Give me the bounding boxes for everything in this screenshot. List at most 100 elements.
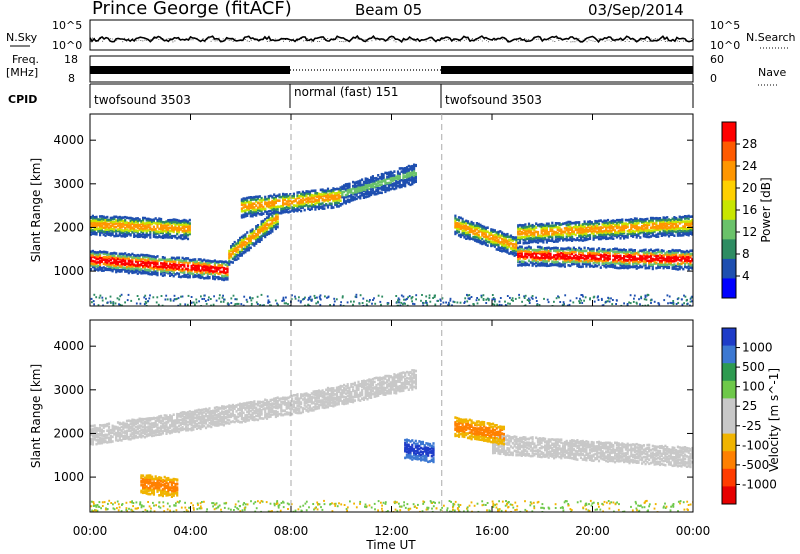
data-cell — [504, 238, 507, 241]
data-cell — [531, 261, 534, 265]
data-cell — [247, 211, 251, 214]
data-cell — [490, 244, 493, 247]
data-cell — [142, 216, 145, 220]
data-cell — [140, 222, 143, 226]
data-cell — [246, 199, 249, 202]
data-cell — [364, 192, 367, 196]
data-cell — [304, 296, 306, 299]
data-cell — [192, 261, 195, 265]
data-cell — [287, 211, 290, 214]
data-cell — [140, 268, 143, 271]
data-cell — [273, 200, 276, 203]
data-cell — [635, 228, 638, 231]
data-cell — [177, 226, 181, 230]
data-cell — [176, 426, 179, 429]
data-cell — [339, 203, 342, 206]
data-cell — [213, 274, 216, 278]
data-cell — [174, 268, 177, 272]
data-cell — [556, 260, 559, 264]
data-cell — [169, 258, 172, 261]
data-cell — [115, 215, 118, 219]
data-cell — [344, 183, 347, 186]
data-cell — [558, 237, 561, 241]
data-cell — [228, 260, 231, 263]
data-cell — [134, 225, 138, 228]
data-cell — [556, 255, 559, 258]
data-cell — [230, 248, 233, 252]
data-cell — [145, 255, 148, 259]
data-cell — [231, 249, 234, 253]
data-cell — [334, 188, 337, 191]
data-cell — [316, 296, 318, 299]
data-cell — [104, 250, 107, 254]
data-cell — [364, 195, 367, 199]
data-cell — [161, 236, 164, 239]
data-cell — [596, 236, 599, 239]
data-cell — [691, 249, 693, 252]
data-cell — [623, 237, 626, 240]
data-cell — [167, 236, 170, 239]
data-cell — [685, 261, 688, 264]
data-cell — [129, 433, 132, 436]
data-cell — [95, 296, 98, 299]
data-cell — [612, 263, 615, 267]
data-cell — [454, 221, 457, 224]
data-cell — [138, 433, 141, 436]
data-cell — [658, 303, 661, 306]
data-cell — [138, 235, 141, 238]
data-cell — [269, 224, 272, 228]
data-cell — [547, 222, 550, 226]
data-cell — [544, 264, 547, 267]
data-cell — [649, 216, 653, 220]
data-cell — [301, 190, 304, 194]
data-cell — [186, 230, 190, 234]
data-cell — [459, 225, 462, 228]
data-cell — [671, 267, 674, 270]
data-cell — [267, 195, 270, 198]
data-cell — [142, 260, 145, 264]
power-y-label: Slant Range [km] — [29, 158, 43, 262]
data-cell — [258, 231, 261, 234]
data-cell — [113, 254, 116, 257]
data-cell — [506, 235, 509, 239]
data-cell — [626, 229, 629, 233]
data-cell — [585, 235, 588, 238]
data-cell — [125, 424, 129, 428]
data-cell — [493, 241, 496, 244]
data-cell — [630, 232, 633, 235]
data-cell — [626, 255, 629, 259]
data-cell — [675, 220, 678, 224]
data-cell — [673, 255, 676, 259]
data-cell — [459, 235, 462, 239]
data-cell — [404, 168, 407, 172]
data-cell — [493, 233, 496, 237]
data-cell — [497, 238, 500, 242]
data-cell — [562, 222, 565, 226]
data-cell — [183, 257, 186, 261]
data-cell — [267, 215, 270, 218]
data-cell — [501, 240, 504, 244]
data-cell — [608, 233, 611, 237]
data-cell — [120, 219, 123, 223]
data-cell — [491, 294, 494, 296]
data-cell — [641, 259, 644, 262]
data-cell — [152, 225, 155, 229]
data-cell — [104, 263, 107, 266]
data-cell — [301, 203, 304, 206]
data-cell — [104, 267, 107, 270]
data-cell — [305, 197, 308, 201]
data-cell — [676, 232, 679, 235]
data-cell — [623, 256, 626, 260]
data-cell — [529, 236, 532, 240]
data-cell — [228, 256, 231, 259]
data-cell — [599, 266, 602, 269]
data-cell — [274, 199, 277, 203]
data-cell — [542, 241, 545, 244]
data-cell — [116, 426, 120, 429]
data-cell — [255, 212, 258, 216]
data-cell — [143, 236, 146, 239]
data-cell — [177, 275, 181, 278]
data-cell — [632, 263, 635, 266]
data-cell — [125, 253, 129, 257]
data-cell — [689, 249, 692, 253]
